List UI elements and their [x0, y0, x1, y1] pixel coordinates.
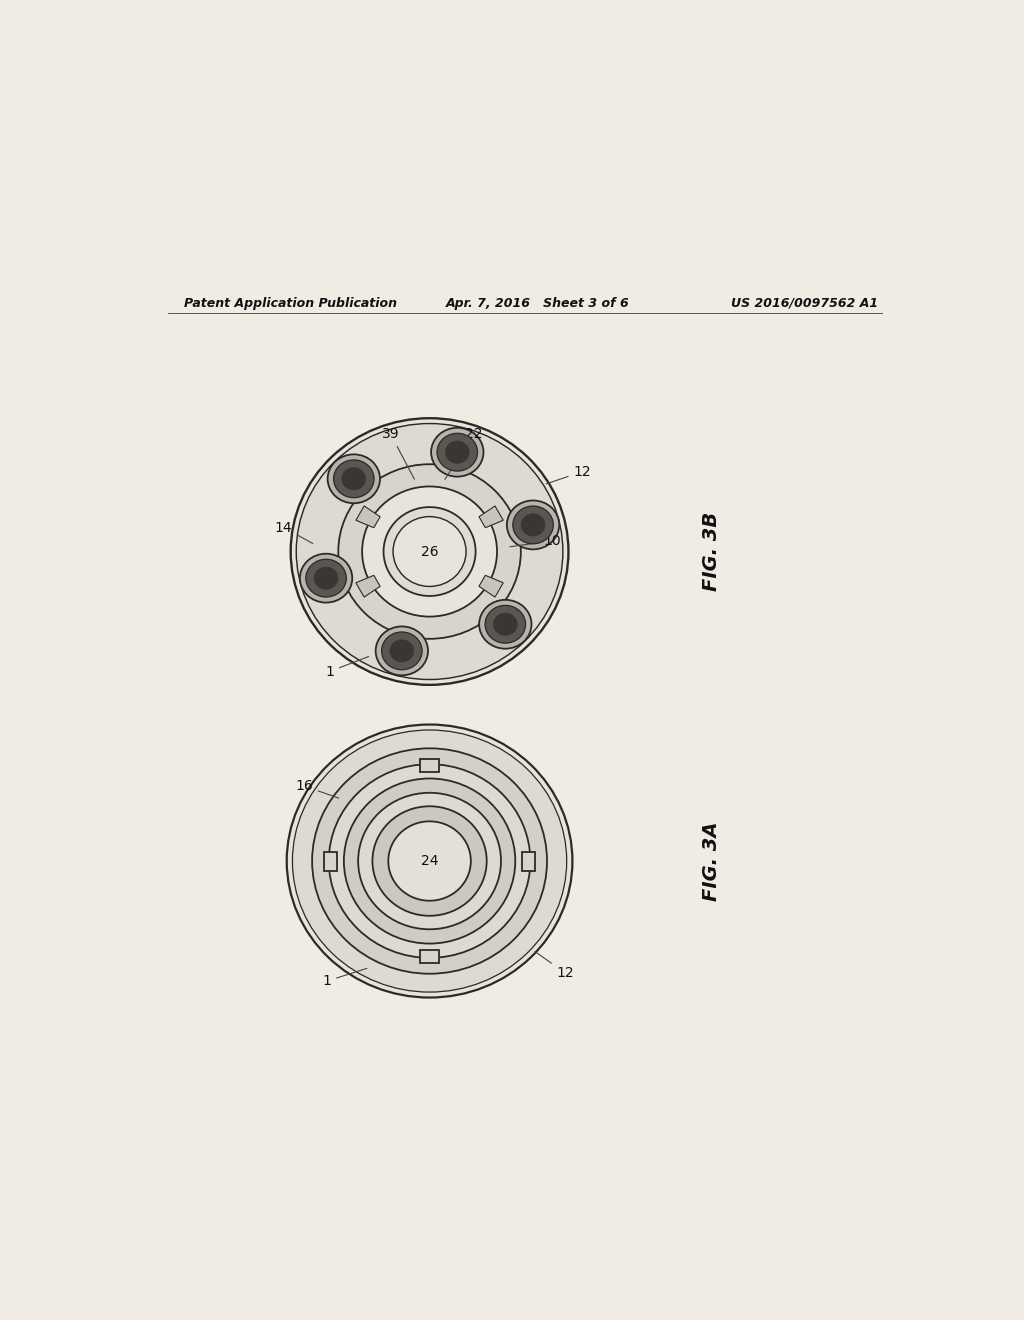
Ellipse shape: [393, 516, 466, 586]
Ellipse shape: [300, 553, 352, 603]
Ellipse shape: [338, 465, 521, 639]
Text: 10: 10: [510, 533, 560, 548]
Ellipse shape: [521, 513, 545, 536]
Text: Apr. 7, 2016   Sheet 3 of 6: Apr. 7, 2016 Sheet 3 of 6: [445, 297, 629, 310]
Ellipse shape: [485, 606, 525, 643]
Text: 16: 16: [295, 779, 339, 799]
Ellipse shape: [329, 764, 530, 958]
Ellipse shape: [390, 640, 414, 663]
FancyBboxPatch shape: [324, 851, 337, 871]
Text: 14: 14: [274, 520, 313, 544]
Ellipse shape: [291, 418, 568, 685]
Text: FIG. 3A: FIG. 3A: [701, 821, 721, 900]
Ellipse shape: [445, 441, 469, 463]
Ellipse shape: [312, 748, 547, 974]
FancyBboxPatch shape: [522, 851, 536, 871]
Ellipse shape: [479, 599, 531, 648]
Polygon shape: [356, 576, 380, 597]
Ellipse shape: [513, 506, 553, 544]
Ellipse shape: [388, 821, 471, 900]
Ellipse shape: [344, 779, 515, 944]
Ellipse shape: [373, 807, 486, 916]
Text: Patent Application Publication: Patent Application Publication: [183, 297, 396, 310]
FancyBboxPatch shape: [420, 759, 439, 772]
Ellipse shape: [507, 500, 559, 549]
Ellipse shape: [342, 467, 366, 490]
Polygon shape: [479, 576, 503, 597]
Ellipse shape: [384, 507, 475, 595]
Text: 26: 26: [421, 545, 438, 558]
Ellipse shape: [362, 487, 497, 616]
Text: 1: 1: [326, 656, 369, 678]
Ellipse shape: [358, 793, 501, 929]
Text: FIG. 3B: FIG. 3B: [701, 512, 721, 591]
Ellipse shape: [382, 632, 422, 669]
Text: 39: 39: [382, 428, 415, 479]
Ellipse shape: [437, 433, 477, 471]
Ellipse shape: [296, 424, 563, 680]
Ellipse shape: [328, 454, 380, 503]
Ellipse shape: [334, 459, 374, 498]
Text: 12: 12: [535, 952, 574, 979]
Ellipse shape: [293, 730, 566, 993]
Text: 22: 22: [445, 428, 482, 479]
Ellipse shape: [431, 428, 483, 477]
FancyBboxPatch shape: [420, 950, 439, 962]
Text: 12: 12: [546, 465, 591, 484]
Polygon shape: [356, 506, 380, 528]
Ellipse shape: [287, 725, 572, 998]
Ellipse shape: [376, 627, 428, 676]
Polygon shape: [479, 506, 503, 528]
Text: 24: 24: [421, 854, 438, 869]
Ellipse shape: [494, 614, 517, 635]
Ellipse shape: [306, 560, 346, 597]
Text: 1: 1: [323, 969, 367, 989]
Ellipse shape: [314, 568, 338, 589]
Text: US 2016/0097562 A1: US 2016/0097562 A1: [731, 297, 879, 310]
